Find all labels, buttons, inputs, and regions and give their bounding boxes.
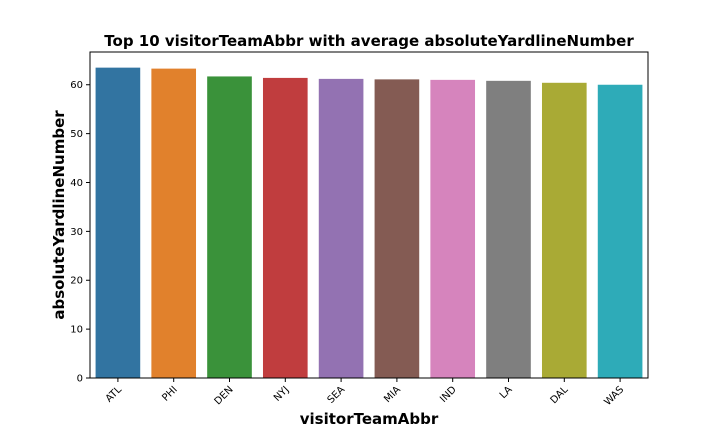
x-tick-label: NYJ [272, 384, 291, 403]
y-tick-label: 50 [70, 129, 83, 140]
x-tick-label: PHI [160, 384, 179, 403]
y-axis-label: absoluteYardlineNumber [50, 110, 68, 320]
y-tick-label: 60 [70, 80, 83, 91]
y-tick-label: 30 [70, 227, 83, 238]
x-tick-label: LA [498, 384, 515, 401]
x-tick-label: DAL [549, 384, 571, 406]
bar-mia [374, 79, 420, 379]
x-axis: ATL PHI DEN NYJ SEA MIA IND LA DAL WAS [104, 378, 627, 408]
plot-frame [89, 51, 649, 379]
x-tick-label: DEN [213, 384, 236, 407]
y-tick-label: 40 [70, 178, 83, 189]
y-tick-label: 20 [70, 276, 83, 287]
bar-sea [318, 78, 364, 378]
chart-title: Top 10 visitorTeamAbbr with average abso… [104, 32, 634, 50]
x-axis-label: visitorTeamAbbr [300, 410, 439, 428]
y-tick-label: 10 [70, 325, 83, 336]
bar-ind [430, 79, 476, 378]
bar-dal [541, 82, 587, 379]
y-axis: 0 10 20 30 40 50 60 [70, 80, 90, 385]
y-tick-label: 0 [77, 374, 83, 385]
x-tick-label: WAS [603, 384, 627, 408]
bar-den [207, 76, 252, 379]
x-tick-label: ATL [104, 384, 125, 405]
bar-la [486, 80, 531, 378]
bar-was [597, 84, 643, 378]
bars-group [95, 67, 643, 379]
x-tick-label: IND [438, 384, 459, 405]
bar-nyj [262, 77, 308, 378]
x-tick-label: MIA [382, 384, 403, 405]
x-tick-label: SEA [326, 384, 348, 406]
bar-atl [95, 67, 141, 378]
bar-phi [151, 68, 197, 379]
